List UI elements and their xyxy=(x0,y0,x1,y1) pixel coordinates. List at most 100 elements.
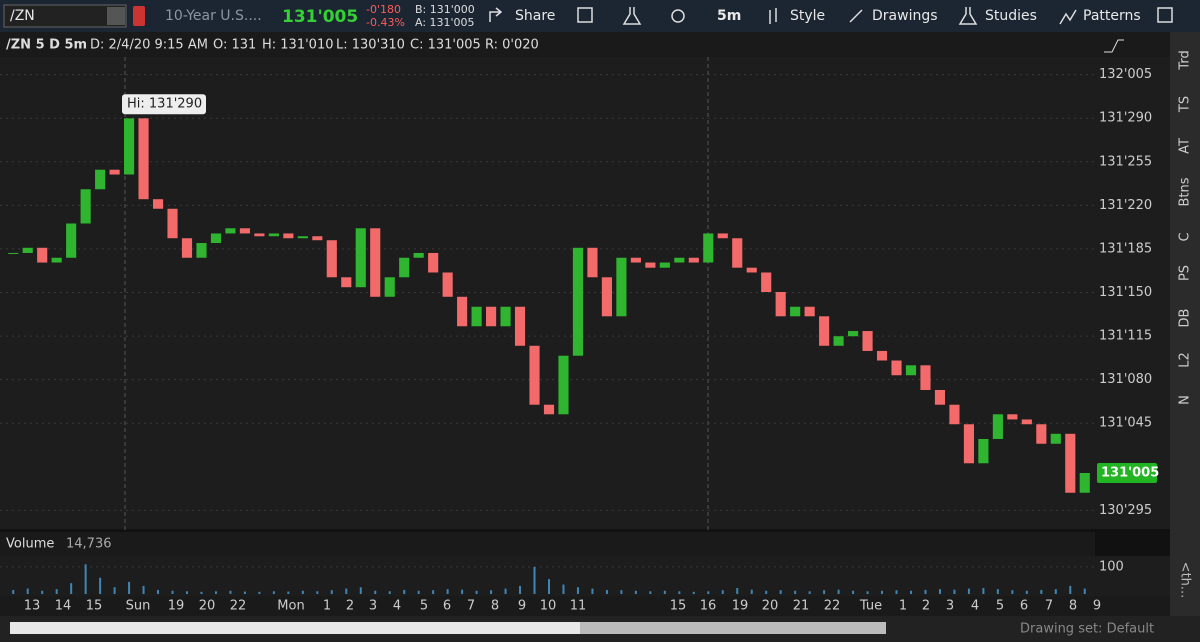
volume-bar xyxy=(866,591,869,594)
axis-icon[interactable] xyxy=(1104,39,1124,53)
volume-bar xyxy=(736,588,739,594)
candle xyxy=(66,223,77,258)
studies-button[interactable]: Studies xyxy=(985,8,1037,24)
side-tab[interactable]: Trd xyxy=(1178,50,1193,70)
flask-icon xyxy=(622,7,642,25)
y-tick-label: 131'220 xyxy=(1099,198,1152,213)
style-icon xyxy=(769,8,777,24)
x-tick-label: Sun xyxy=(126,599,151,614)
side-tab[interactable]: TS xyxy=(1178,96,1193,113)
scrollbar-thumb[interactable] xyxy=(580,622,886,634)
volume-bar xyxy=(967,588,970,594)
volume-bar xyxy=(316,591,319,594)
drawing-set[interactable]: Drawing set: Default xyxy=(1020,622,1154,637)
style-button[interactable]: Style xyxy=(790,8,825,24)
symbol-dropdown[interactable] xyxy=(107,7,125,25)
x-tick-label: 15 xyxy=(86,599,103,614)
y-tick-label: 131'185 xyxy=(1099,241,1152,256)
volume-total: 14,736 xyxy=(66,537,112,552)
volume-bar xyxy=(1083,588,1086,594)
candle xyxy=(891,360,902,376)
info-close: C: 131'005 xyxy=(410,38,481,53)
side-tab[interactable]: L2 xyxy=(1178,352,1193,368)
volume-bar xyxy=(938,589,941,594)
x-tick-label: 22 xyxy=(824,599,841,614)
candle xyxy=(355,228,366,288)
volume-bar xyxy=(330,590,333,594)
net-change: -0'180 xyxy=(366,3,401,16)
candle xyxy=(486,306,497,327)
drawings-button[interactable]: Drawings xyxy=(872,8,938,24)
x-tick-label: 3 xyxy=(946,599,954,614)
candle xyxy=(95,169,106,190)
x-tick-label: 9 xyxy=(1093,599,1101,614)
candle xyxy=(152,199,164,209)
x-tick-label: Mon xyxy=(277,599,304,614)
info-title: /ZN 5 D 5m xyxy=(6,38,87,53)
candle xyxy=(587,247,598,278)
volume-bar xyxy=(910,590,912,594)
candle xyxy=(326,240,337,278)
y-tick-label: 130'295 xyxy=(1099,503,1152,518)
x-axis-bg xyxy=(0,596,1170,616)
volume-bar xyxy=(837,589,840,594)
volume-panel xyxy=(0,556,1170,596)
side-tab[interactable]: N xyxy=(1178,395,1193,405)
x-tick-label: 19 xyxy=(168,599,185,614)
x-tick-label: 14 xyxy=(55,599,72,614)
candle xyxy=(659,262,670,268)
volume-bar xyxy=(41,590,44,594)
candle xyxy=(963,424,974,464)
symbol: /ZN xyxy=(10,8,35,24)
candle xyxy=(341,277,352,288)
volume-bar xyxy=(243,591,246,594)
candle xyxy=(8,252,19,254)
side-tab[interactable]: PS xyxy=(1178,265,1193,281)
candle xyxy=(297,236,308,239)
volume-bar xyxy=(272,591,275,594)
side-tab[interactable]: DB xyxy=(1178,309,1193,328)
volume-bar xyxy=(128,581,131,594)
volume-bar xyxy=(982,588,985,594)
volume-bar xyxy=(562,584,565,594)
candle xyxy=(804,306,815,317)
x-tick-label: 3 xyxy=(369,599,377,614)
candle xyxy=(442,272,453,297)
y-tick-label: 131'045 xyxy=(1099,416,1152,431)
candle xyxy=(254,233,265,237)
volume-bar xyxy=(996,589,999,594)
volume-bar xyxy=(591,588,594,594)
symbol-box[interactable] xyxy=(3,4,127,28)
side-panel xyxy=(1170,32,1200,616)
x-tick-label: 11 xyxy=(570,599,587,614)
candle xyxy=(761,272,772,293)
candle xyxy=(500,306,511,327)
candle xyxy=(819,316,830,346)
volume-bar xyxy=(678,591,681,594)
volume-bar xyxy=(388,591,391,594)
x-tick-label: 4 xyxy=(393,599,401,614)
x-tick-label: 15 xyxy=(670,599,687,614)
candle xyxy=(428,252,439,273)
x-tick-label: 20 xyxy=(762,599,779,614)
link-icon[interactable] xyxy=(133,6,145,26)
x-tick-label: 8 xyxy=(491,599,499,614)
volume-bar xyxy=(721,590,724,594)
x-tick-label: 1 xyxy=(323,599,331,614)
menu-icon[interactable] xyxy=(1157,7,1173,23)
sync-icon xyxy=(577,7,593,23)
candle xyxy=(1036,424,1047,444)
side-more[interactable]: <th... xyxy=(1178,562,1193,599)
candle xyxy=(645,262,656,268)
patterns-button[interactable]: Patterns xyxy=(1083,8,1141,24)
y-tick-label: 131'115 xyxy=(1099,329,1152,344)
side-tab[interactable]: Btns xyxy=(1178,177,1193,206)
side-tab[interactable]: AT xyxy=(1178,138,1193,154)
candle xyxy=(210,233,222,244)
side-tab[interactable]: C xyxy=(1178,232,1193,241)
candle xyxy=(630,257,641,263)
aggregation-button[interactable]: 5m xyxy=(717,8,741,24)
share-button[interactable]: Share xyxy=(515,8,555,24)
volume-bar xyxy=(301,590,304,594)
